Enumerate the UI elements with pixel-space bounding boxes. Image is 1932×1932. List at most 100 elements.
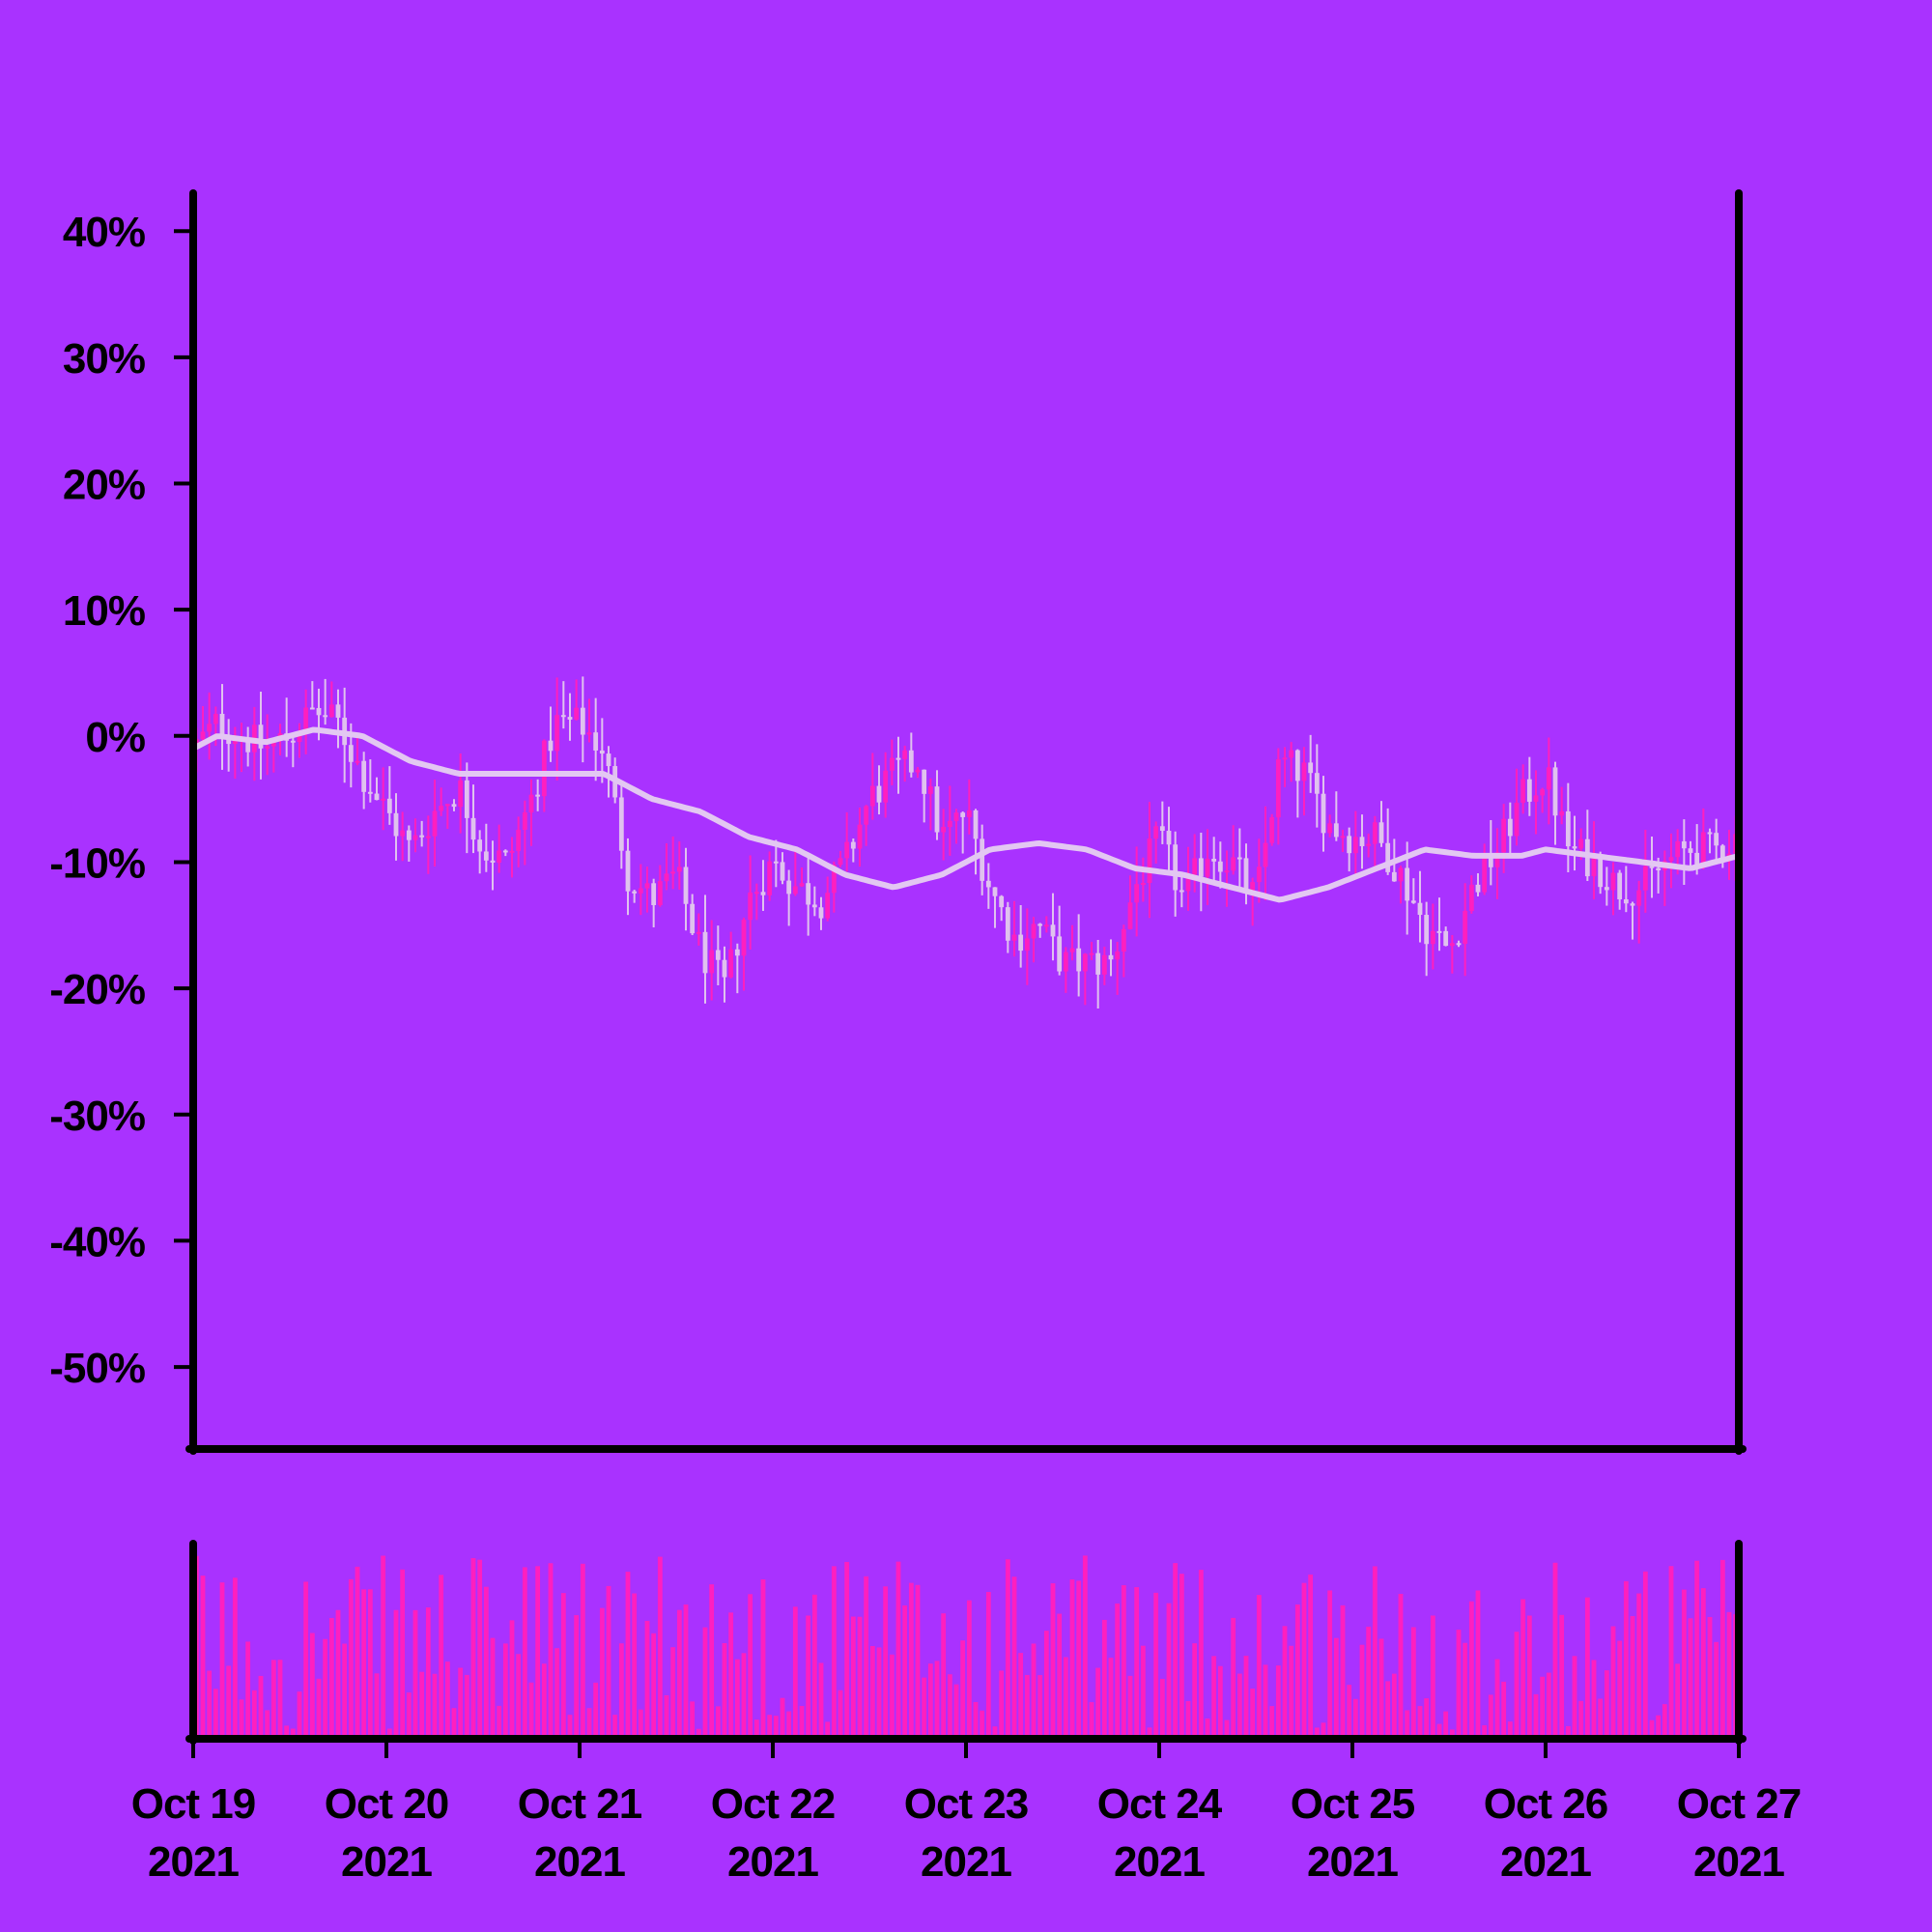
candle-body [1037,923,1043,926]
candle-body [1707,832,1713,835]
candle-body [1642,866,1648,891]
volume-bar [1636,1593,1642,1739]
volume-bar [497,1705,502,1739]
candle-body [1224,870,1230,873]
candles-group [193,676,1739,1009]
candle-body [1359,837,1365,846]
candle-body [1630,903,1635,906]
candle-body [425,836,431,838]
candle-body [1250,882,1256,892]
volume-bar [335,1609,341,1739]
volume-bar [1642,1571,1648,1739]
candle-body [825,893,831,919]
volume-bar [1321,1722,1326,1739]
candle-body [593,732,599,751]
candle-body [618,797,624,851]
volume-bar [690,1701,696,1739]
volume-bar [632,1593,638,1739]
candle-body [1578,838,1584,849]
volume-bar [1147,1727,1152,1739]
x-tick-label-date: Oct 20 [325,1780,449,1828]
volume-bar [297,1691,302,1739]
candle-body [869,785,875,807]
volume-bar [825,1721,831,1739]
volume-bar [1076,1580,1082,1739]
candle-body [1179,890,1184,893]
volume-bar [580,1563,585,1739]
candle-body [657,881,663,906]
volume-bar [618,1643,624,1739]
candle-body [1591,856,1597,877]
candle-body [290,740,296,743]
candle-body [1565,810,1571,847]
x-tick-label-date: Oct 24 [1097,1780,1223,1828]
candle-body [1559,810,1565,816]
x-tick-label-date: Oct 25 [1291,1780,1415,1828]
volume-bar [683,1604,689,1739]
volume-bar [265,1710,270,1739]
candle-body [644,883,650,889]
candle-body [748,892,753,921]
x-tick-label-year: 2021 [534,1838,625,1886]
candle-body [213,713,218,724]
candle-body [1533,795,1539,802]
candle-body [207,724,213,732]
volume-bar [625,1572,631,1739]
x-tick-label-year: 2021 [1693,1838,1784,1886]
candle-body [1507,818,1513,837]
candle-body [1719,845,1725,861]
volume-bar [1372,1566,1378,1739]
volume-bar [464,1674,469,1739]
volume-bar [773,1716,779,1739]
volume-bar [1205,1719,1210,1739]
candle-body [966,810,972,817]
candle-body [348,745,354,762]
volume-bar [1037,1675,1043,1739]
volume-bar [1314,1727,1320,1739]
volume-bar [207,1670,213,1739]
candle-body [709,950,715,974]
y-tick-label: -50% [49,1345,145,1392]
volume-bar [393,1609,399,1739]
volume-bar [1430,1615,1435,1739]
candle-body [393,812,399,837]
candle-body [722,959,727,978]
volume-bar [1236,1673,1242,1739]
candle-body [1115,952,1121,960]
volume-bar [908,1582,914,1739]
candle-body [1410,900,1416,903]
volume-bar [1192,1643,1198,1739]
volume-bar [1520,1599,1526,1739]
volume-bar [439,1575,444,1739]
candle-body [200,731,206,740]
candle-body [734,949,740,956]
candle-body [767,861,773,895]
volume-bar [915,1584,921,1739]
candle-body [1294,750,1300,781]
volume-bar [245,1641,251,1739]
candle-body [1526,779,1532,802]
candle-body [625,850,631,892]
candle-body [1082,953,1088,972]
volume-bar [1385,1681,1391,1739]
volume-bar [1082,1555,1088,1739]
candle-body [258,724,264,749]
candle-body [477,839,483,852]
candle-body [915,769,921,773]
y-tick-label: 0% [85,714,145,761]
volume-bar [251,1690,257,1739]
volume-bar [1623,1580,1629,1739]
volume-bar [895,1561,901,1739]
candle-body [226,736,232,745]
x-tick-label-date: Oct 23 [904,1780,1029,1828]
candle-body [664,873,669,882]
x-tick-label-date: Oct 21 [518,1780,642,1828]
candle-body [1301,762,1307,781]
y-tick-label: -30% [49,1093,145,1140]
candle-body [947,820,952,828]
volume-bar [1115,1603,1121,1739]
volume-bar [213,1689,218,1739]
candle-body [535,794,541,797]
volume-bar [1617,1640,1623,1739]
